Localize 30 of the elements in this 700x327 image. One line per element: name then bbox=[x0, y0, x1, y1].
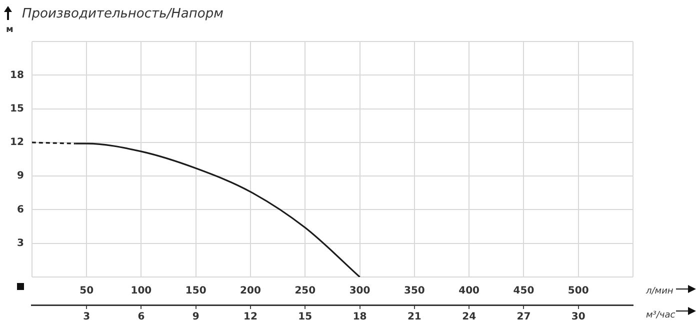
y-tick-label: 15 bbox=[10, 103, 24, 114]
x-tick-label: 200 bbox=[240, 286, 261, 297]
y-axis-title: м bbox=[6, 24, 14, 35]
x-tick-label: 350 bbox=[404, 286, 425, 297]
y-tick-label: 12 bbox=[10, 137, 24, 148]
x-tick-label: 150 bbox=[185, 286, 206, 297]
x-axis-title: л/мин bbox=[645, 286, 674, 296]
x-tick-label: 500 bbox=[568, 286, 589, 297]
y-tick-label: 6 bbox=[16, 204, 24, 216]
x2-tick-label: 12 bbox=[244, 312, 258, 323]
y-tick-label: 9 bbox=[16, 170, 24, 182]
y-tick-label: 18 bbox=[10, 70, 24, 81]
x2-tick-label: 30 bbox=[571, 312, 586, 323]
x2-tick-label: 6 bbox=[138, 312, 145, 323]
x-tick-label: 450 bbox=[513, 286, 534, 297]
x-tick-label: 250 bbox=[294, 286, 316, 297]
x2-axis-title: м³/час bbox=[646, 310, 676, 320]
y-tick-label: 3 bbox=[16, 238, 24, 249]
x2-tick-label: 24 bbox=[462, 312, 476, 323]
x2-tick-label: 27 bbox=[516, 312, 531, 323]
x-tick-label: 400 bbox=[458, 286, 480, 297]
x-tick-label: 50 bbox=[80, 286, 94, 297]
x2-tick-label: 3 bbox=[83, 312, 90, 323]
x2-tick-label: 15 bbox=[298, 312, 312, 323]
x2-tick-label: 18 bbox=[352, 312, 367, 323]
x2-tick-label: 21 bbox=[407, 312, 422, 323]
chart-title: Производительность/Напорм bbox=[22, 6, 224, 22]
x2-tick-label: 9 bbox=[192, 312, 200, 323]
x-tick-label: 100 bbox=[130, 286, 152, 297]
x-tick-label: 300 bbox=[349, 286, 370, 297]
